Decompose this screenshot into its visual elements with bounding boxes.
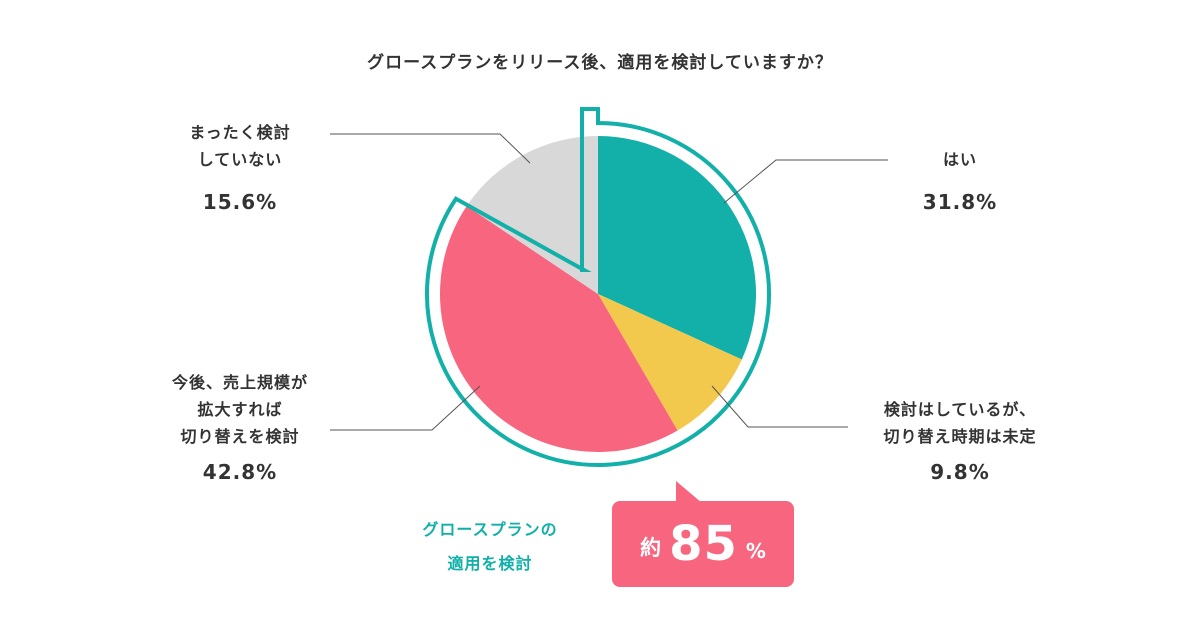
slice-future (440, 206, 678, 453)
leader-undecided (711, 385, 848, 428)
slice-value-no: 15.6% (202, 190, 278, 214)
leader-yes (723, 159, 888, 204)
slice-label-undecided: 検討はしているが、 切り替え時期は未定 (883, 400, 1037, 446)
leader-no (330, 133, 531, 164)
highlight-badge: 約 85 % (612, 501, 794, 587)
slice-label-no: まったく検討 していない (189, 123, 291, 169)
slice-label-yes: はい (942, 150, 977, 169)
slice-value-future: 42.8% (202, 460, 278, 484)
highlight-note: グロースプランの 適用を検討 (422, 520, 558, 573)
chart-title: グロースプランをリリース後、適用を検討していますか？ (367, 53, 833, 73)
badge-prefix: 約 (640, 536, 662, 560)
badge-unit: % (745, 539, 766, 563)
slice-undecided (598, 294, 742, 431)
highlight-outline (425, 107, 771, 467)
leader-future (330, 385, 481, 431)
badge-tail (676, 481, 702, 503)
slice-value-yes: 31.8% (922, 190, 998, 214)
badge-value: 85 (669, 516, 738, 572)
slice-no (466, 136, 598, 294)
slice-yes (598, 136, 756, 360)
slice-value-undecided: 9.8% (930, 460, 990, 484)
slice-label-future: 今後、売上規模が 拡大すれば 切り替えを検討 (171, 373, 308, 446)
